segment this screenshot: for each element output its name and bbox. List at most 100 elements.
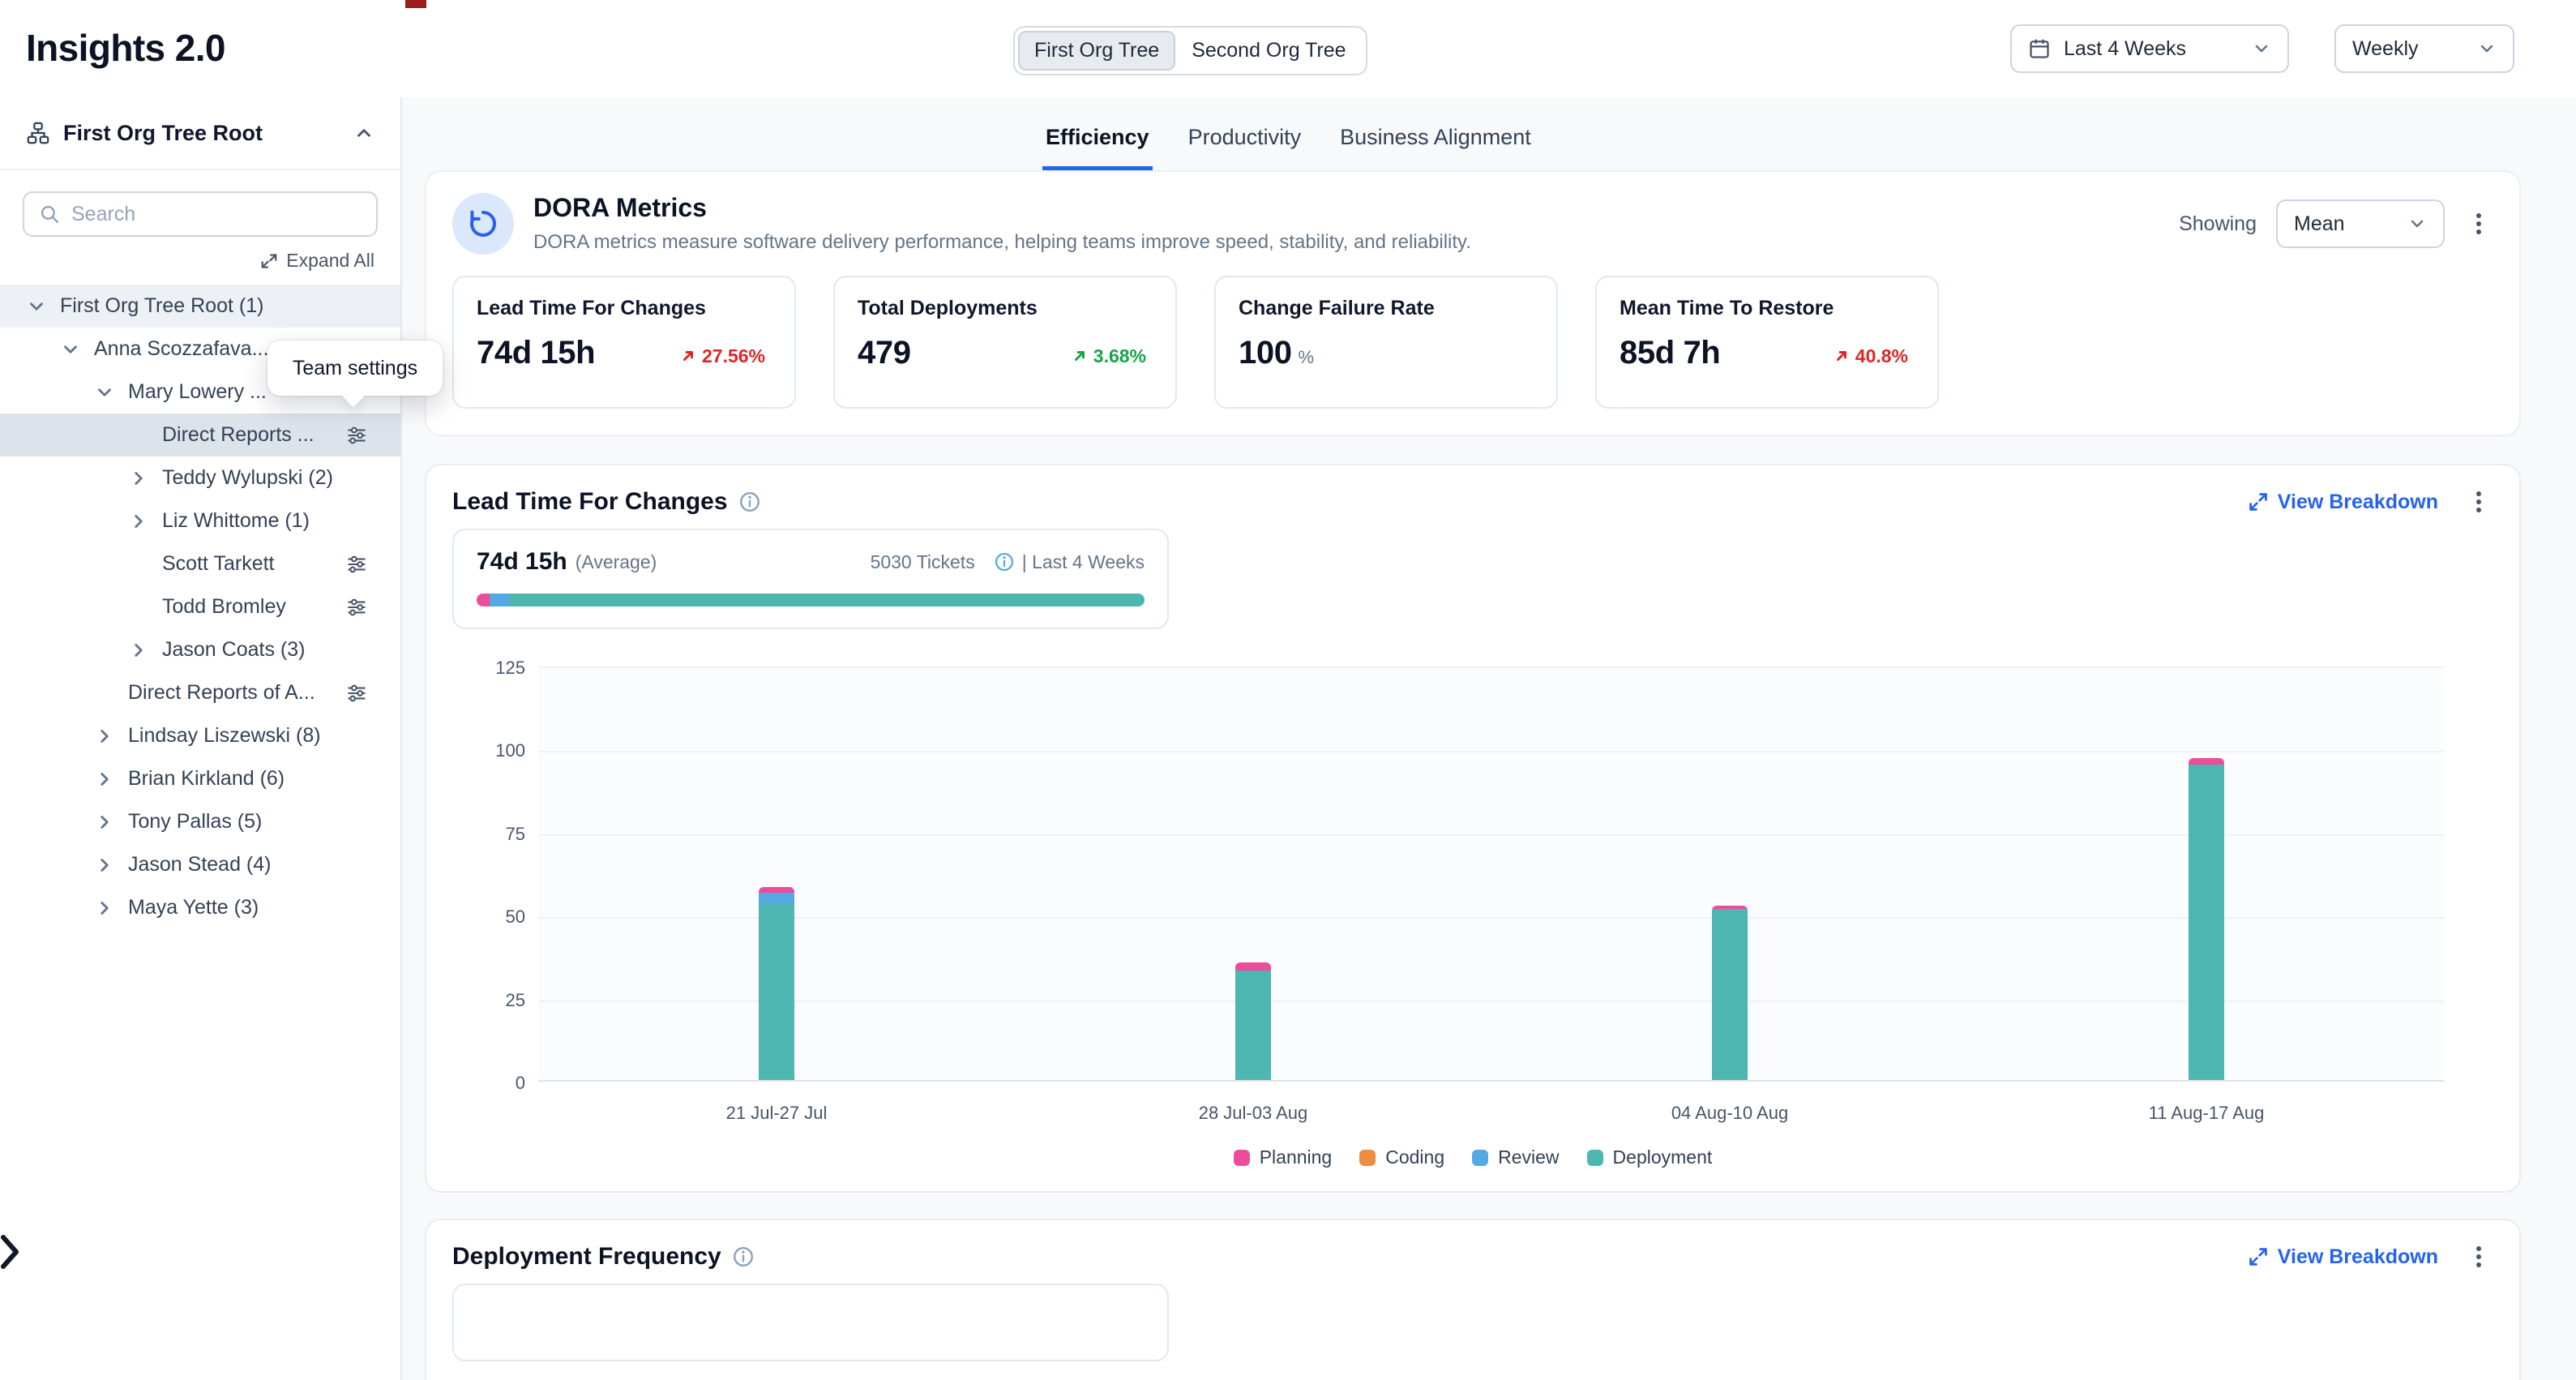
view-breakdown-label: View Breakdown xyxy=(2277,490,2438,513)
metric-card-delta-value: 27.56% xyxy=(701,345,765,366)
kebab-menu-icon[interactable] xyxy=(2464,1244,2493,1270)
y-axis-label: 125 xyxy=(495,658,525,678)
team-settings-icon[interactable] xyxy=(345,596,368,619)
tree-item[interactable]: Jason Stead (4) xyxy=(0,843,400,886)
tree-item[interactable]: Todd Bromley xyxy=(0,585,400,628)
aggregation-select[interactable]: Mean xyxy=(2276,199,2445,248)
red-artifact xyxy=(405,0,426,8)
team-settings-icon[interactable] xyxy=(345,424,368,447)
expand-all-label: Expand All xyxy=(286,250,374,271)
legend-item-review[interactable]: Review xyxy=(1472,1146,1560,1168)
main-content: Efficiency Productivity Business Alignment… xyxy=(402,97,2576,1380)
y-axis-label: 0 xyxy=(515,1073,525,1093)
chevron-right-icon[interactable] xyxy=(128,468,162,489)
tree-item[interactable]: Direct Reports ... xyxy=(0,414,400,456)
metric-card-value: 85d 7h xyxy=(1620,335,1721,371)
kebab-menu-icon[interactable] xyxy=(2464,211,2493,237)
team-settings-icon[interactable] xyxy=(345,682,368,705)
summary-card-partial xyxy=(452,1284,1169,1361)
bar-segment-deployment xyxy=(2189,764,2224,1080)
expand-all-button[interactable]: Expand All xyxy=(0,243,400,285)
chart-legend: Planning Coding Review Deployment xyxy=(452,1146,2493,1168)
metric-card-value-row: 85d 7h 40.8% xyxy=(1620,335,1915,371)
chart-bar-04-aug-10-aug[interactable] xyxy=(1712,905,1748,1080)
legend-item-planning[interactable]: Planning xyxy=(1233,1146,1332,1168)
tree-item[interactable]: Lindsay Liszewski (8) xyxy=(0,714,400,757)
lead-time-actions: View Breakdown xyxy=(2249,489,2493,515)
metric-card-value: 74d 15h xyxy=(477,335,596,371)
y-axis-label: 75 xyxy=(505,823,525,844)
tree-item[interactable]: Brian Kirkland (6) xyxy=(0,757,400,800)
chart-bar-11-aug-17-aug[interactable] xyxy=(2189,757,2224,1080)
lead-time-header: Lead Time For Changes View Breakdown xyxy=(452,488,2493,516)
kebab-menu-icon[interactable] xyxy=(2464,489,2493,515)
expand-icon xyxy=(2249,1247,2268,1266)
info-icon[interactable] xyxy=(739,491,760,512)
tree-item[interactable]: Direct Reports of A... xyxy=(0,671,400,714)
chevron-right-icon[interactable] xyxy=(94,898,128,919)
chevron-right-icon[interactable] xyxy=(94,812,128,833)
chevron-up-icon[interactable] xyxy=(353,122,374,144)
deployment-frequency-title: Deployment Frequency xyxy=(452,1243,721,1270)
tab-productivity[interactable]: Productivity xyxy=(1187,125,1302,149)
chevron-right-icon[interactable] xyxy=(94,726,128,747)
tree-item[interactable]: Jason Coats (3) xyxy=(0,628,400,671)
tab-business-alignment[interactable]: Business Alignment xyxy=(1340,125,1531,149)
tree-item-label: Tony Pallas (5) xyxy=(128,810,263,833)
chevron-right-icon[interactable] xyxy=(128,640,162,661)
view-breakdown-button[interactable]: View Breakdown xyxy=(2249,1245,2438,1269)
date-range-value: Last 4 Weeks xyxy=(2064,36,2187,60)
dora-title: DORA Metrics xyxy=(533,193,707,222)
info-icon[interactable] xyxy=(995,552,1014,572)
chart-bar-28-jul-03-aug[interactable] xyxy=(1235,962,1271,1080)
metric-card-title: Lead Time For Changes xyxy=(477,297,706,319)
tree-item[interactable]: Anna Scozzafava... xyxy=(0,328,400,371)
summary-period: | Last 4 Weeks xyxy=(1021,551,1145,572)
chevron-down-icon[interactable] xyxy=(26,296,60,317)
metric-card-value-row: 100% xyxy=(1239,335,1534,371)
summary-meta: 5030 Tickets | Last 4 Weeks xyxy=(871,551,1145,573)
tree-item[interactable]: Mary Lowery ... xyxy=(0,371,400,414)
view-breakdown-button[interactable]: View Breakdown xyxy=(2249,491,2438,514)
date-range-select[interactable]: Last 4 Weeks xyxy=(2010,24,2289,73)
tree-item-label: Teddy Wylupski (2) xyxy=(162,466,333,489)
tree-item-label: Anna Scozzafava... xyxy=(94,337,269,360)
search-input[interactable] xyxy=(71,202,362,226)
tree-item[interactable]: Scott Tarkett xyxy=(0,542,400,585)
metric-card-delta: 3.68% xyxy=(1072,345,1153,367)
granularity-select[interactable]: Weekly xyxy=(2334,24,2514,73)
legend-label: Deployment xyxy=(1612,1146,1713,1168)
chart-bar-21-jul-27-jul[interactable] xyxy=(759,887,794,1080)
chevron-down-icon[interactable] xyxy=(60,339,94,360)
x-axis-label: 11 Aug-17 Aug xyxy=(2148,1103,2265,1123)
tree-item[interactable]: Maya Yette (3) xyxy=(0,886,400,929)
lead-time-title: Lead Time For Changes xyxy=(452,488,728,515)
tree-item[interactable]: Liz Whittome (1) xyxy=(0,499,400,542)
tree-item[interactable]: Tony Pallas (5) xyxy=(0,800,400,843)
chevron-right-icon[interactable] xyxy=(128,511,162,532)
team-settings-icon[interactable] xyxy=(345,553,368,576)
trend-up-icon xyxy=(1834,349,1849,363)
metric-cards-row: Lead Time For Changes 74d 15h 27.56% Total … xyxy=(452,276,2493,409)
metric-card-mean-time-to-restore: Mean Time To Restore 85d 7h 40.8% xyxy=(1595,276,1939,409)
toggle-second-org-tree[interactable]: Second Org Tree xyxy=(1192,39,1346,62)
toggle-first-org-tree[interactable]: First Org Tree xyxy=(1018,31,1176,71)
info-icon[interactable] xyxy=(733,1246,754,1267)
tree-item[interactable]: Teddy Wylupski (2) xyxy=(0,456,400,499)
chevron-right-icon[interactable] xyxy=(94,855,128,876)
tree-item-label: Lindsay Liszewski (8) xyxy=(128,724,321,747)
metric-card-title: Change Failure Rate xyxy=(1239,297,1435,319)
chevron-down-icon[interactable] xyxy=(94,382,128,403)
metric-card-lead-time-for-changes: Lead Time For Changes 74d 15h 27.56% xyxy=(452,276,796,409)
tree-item-label: Maya Yette (3) xyxy=(128,896,259,919)
bar-segment-deployment xyxy=(1712,909,1748,1080)
tab-efficiency[interactable]: Efficiency xyxy=(1042,118,1153,170)
sidebar-collapse-handle[interactable] xyxy=(0,1221,26,1283)
legend-item-deployment[interactable]: Deployment xyxy=(1586,1146,1713,1168)
chevron-right-icon[interactable] xyxy=(94,769,128,790)
summary-value: 74d 15h xyxy=(477,548,567,575)
mini-bar-segment-planning xyxy=(477,594,490,606)
tree-item[interactable]: First Org Tree Root (1) xyxy=(0,285,400,328)
legend-item-coding[interactable]: Coding xyxy=(1359,1146,1444,1168)
